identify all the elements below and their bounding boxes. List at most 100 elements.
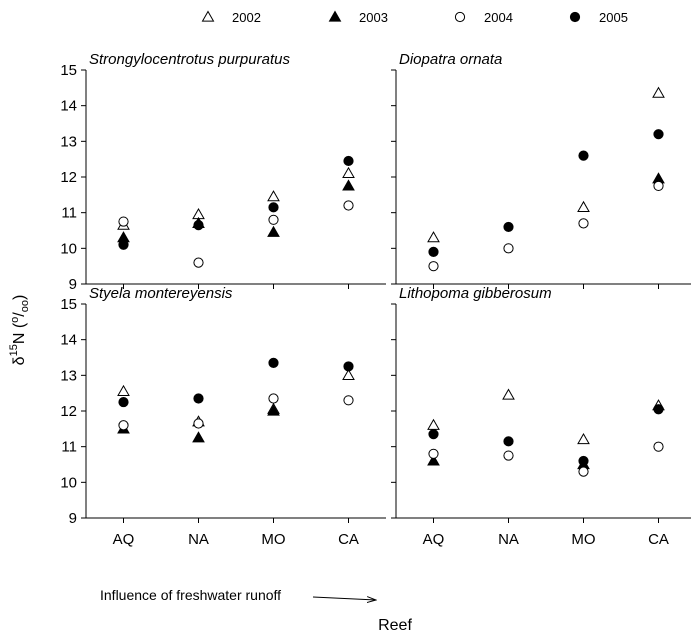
panel-3: 9 10 11 12 13 14 15 AQ NA MO CA Styela montereyensi… [60, 285, 386, 548]
legend-entry-2002: 2002 [201, 10, 261, 25]
x-tick-label-CA: CA [338, 531, 359, 548]
point-2003-NA [192, 431, 205, 443]
legend-marker-2004 [454, 11, 466, 23]
y-tick-label: 12 [60, 169, 77, 186]
point-2004-CA [653, 180, 664, 192]
x-tick-label-MO: MO [571, 531, 595, 548]
y-tick-label: 10 [60, 240, 77, 257]
point-2005-NA [193, 220, 204, 231]
point-2003-MO [267, 225, 280, 237]
point-2004-CA [653, 441, 664, 452]
point-2004-CA [343, 200, 354, 211]
x-tick-label-MO: MO [261, 531, 285, 548]
x-annotation-arrow [312, 597, 376, 600]
y-tick-label: 13 [60, 133, 77, 150]
point-2005-CA [343, 361, 354, 372]
point-2005-CA [653, 129, 664, 140]
x-tick-label-NA: NA [188, 531, 209, 548]
point-2004-NA [193, 418, 204, 429]
panels: 9 10 11 12 13 14 15 Strongylocentrotus purpurat… [60, 51, 691, 548]
legend-marker-2002 [201, 10, 215, 22]
y-tick-label: 13 [60, 367, 77, 384]
panel-1: 9 10 11 12 13 14 15 Strongylocentrotus purpurat… [60, 51, 386, 293]
y-axis-title-unit-sub: oo [19, 300, 31, 312]
point-2002-MO [577, 433, 590, 445]
x-tick-label-CA: CA [648, 531, 669, 548]
point-2002-CA [342, 166, 355, 179]
point-2004-MO [268, 393, 279, 404]
legend-label-2002: 2002 [232, 10, 261, 25]
point-2004-AQ [428, 448, 439, 459]
y-tick-label: 10 [60, 474, 77, 491]
legend-marker-2003 [328, 10, 342, 22]
x-tick-label-AQ: AQ [423, 531, 445, 548]
legend-label-2004: 2004 [484, 10, 513, 25]
point-2005-AQ [118, 396, 129, 408]
point-2004-MO [578, 218, 589, 229]
point-2004-MO [268, 214, 279, 225]
x-axis-title: Reef [378, 617, 412, 634]
point-2002-AQ [427, 418, 440, 430]
point-2005-NA [503, 221, 514, 233]
y-tick-label: 14 [60, 98, 77, 115]
point-2002-MO [267, 190, 280, 202]
point-2002-CA [342, 368, 355, 380]
y-axis-title-main: N ( [11, 322, 28, 344]
point-2005-MO [578, 455, 589, 467]
point-2005-NA [503, 436, 514, 447]
y-tick-label: 14 [60, 332, 77, 349]
point-2002-AQ [427, 231, 440, 243]
point-2004-AQ [428, 261, 439, 272]
point-2003-AQ [427, 454, 440, 466]
point-2002-AQ [117, 384, 130, 397]
point-2003-CA [342, 179, 355, 191]
point-2005-AQ [428, 246, 439, 257]
y-tick-label: 11 [61, 205, 77, 222]
y-axis-title-unit-slash: / [11, 312, 28, 317]
y-axis-title-prefix: δ [11, 356, 28, 365]
x-annotation: Influence of freshwater runoff [100, 587, 281, 603]
y-axis-title: δ15N (o/oo) [8, 295, 31, 366]
y-axis-title-close: ) [11, 295, 28, 300]
point-2005-MO [268, 357, 279, 368]
point-2005-MO [578, 150, 589, 161]
point-2005-MO [268, 202, 279, 213]
point-2005-AQ [118, 239, 129, 250]
y-tick-label: 15 [60, 296, 77, 313]
y-axis-title-sup: 15 [8, 344, 20, 356]
x-tick-label-AQ: AQ [113, 531, 135, 548]
point-2002-NA [502, 388, 515, 400]
legend-entry-2003: 2003 [328, 10, 388, 25]
y-tick-label: 9 [69, 276, 77, 293]
point-2004-NA [503, 243, 514, 254]
y-tick-label: 11 [61, 439, 77, 456]
point-2005-CA [653, 404, 664, 415]
legend-label-2005: 2005 [599, 10, 628, 25]
legend-entry-2005: 2005 [569, 10, 628, 25]
legend: 2002 2003 2004 2005 [201, 10, 628, 25]
point-2004-AQ [118, 216, 129, 227]
legend-marker-2005 [569, 11, 581, 23]
point-2005-CA [343, 155, 354, 167]
point-2003-MO [267, 404, 280, 416]
point-2002-MO [577, 200, 590, 212]
point-2004-CA [343, 395, 354, 406]
panel-2: Diopatra ornata [391, 51, 691, 289]
panel-title: Lithopoma gibberosum [399, 285, 552, 302]
panel-4: AQ NA MO CA Lithopoma gibberosum [391, 285, 691, 548]
point-2002-CA [652, 86, 665, 98]
y-tick-label: 15 [60, 62, 77, 79]
panel-title: Styela montereyensis [89, 285, 233, 302]
point-2004-NA [503, 450, 514, 461]
point-2004-NA [193, 257, 204, 268]
legend-entry-2004: 2004 [454, 10, 513, 25]
x-tick-label-NA: NA [498, 531, 519, 548]
panel-title: Diopatra ornata [399, 51, 502, 68]
point-2004-AQ [118, 420, 129, 431]
point-2005-NA [193, 393, 204, 404]
panel-title: Strongylocentrotus purpuratus [89, 51, 290, 68]
point-2004-MO [578, 466, 589, 477]
point-2005-AQ [428, 429, 439, 440]
legend-label-2003: 2003 [359, 10, 388, 25]
y-axis-title-unit-sup: o [9, 317, 21, 323]
